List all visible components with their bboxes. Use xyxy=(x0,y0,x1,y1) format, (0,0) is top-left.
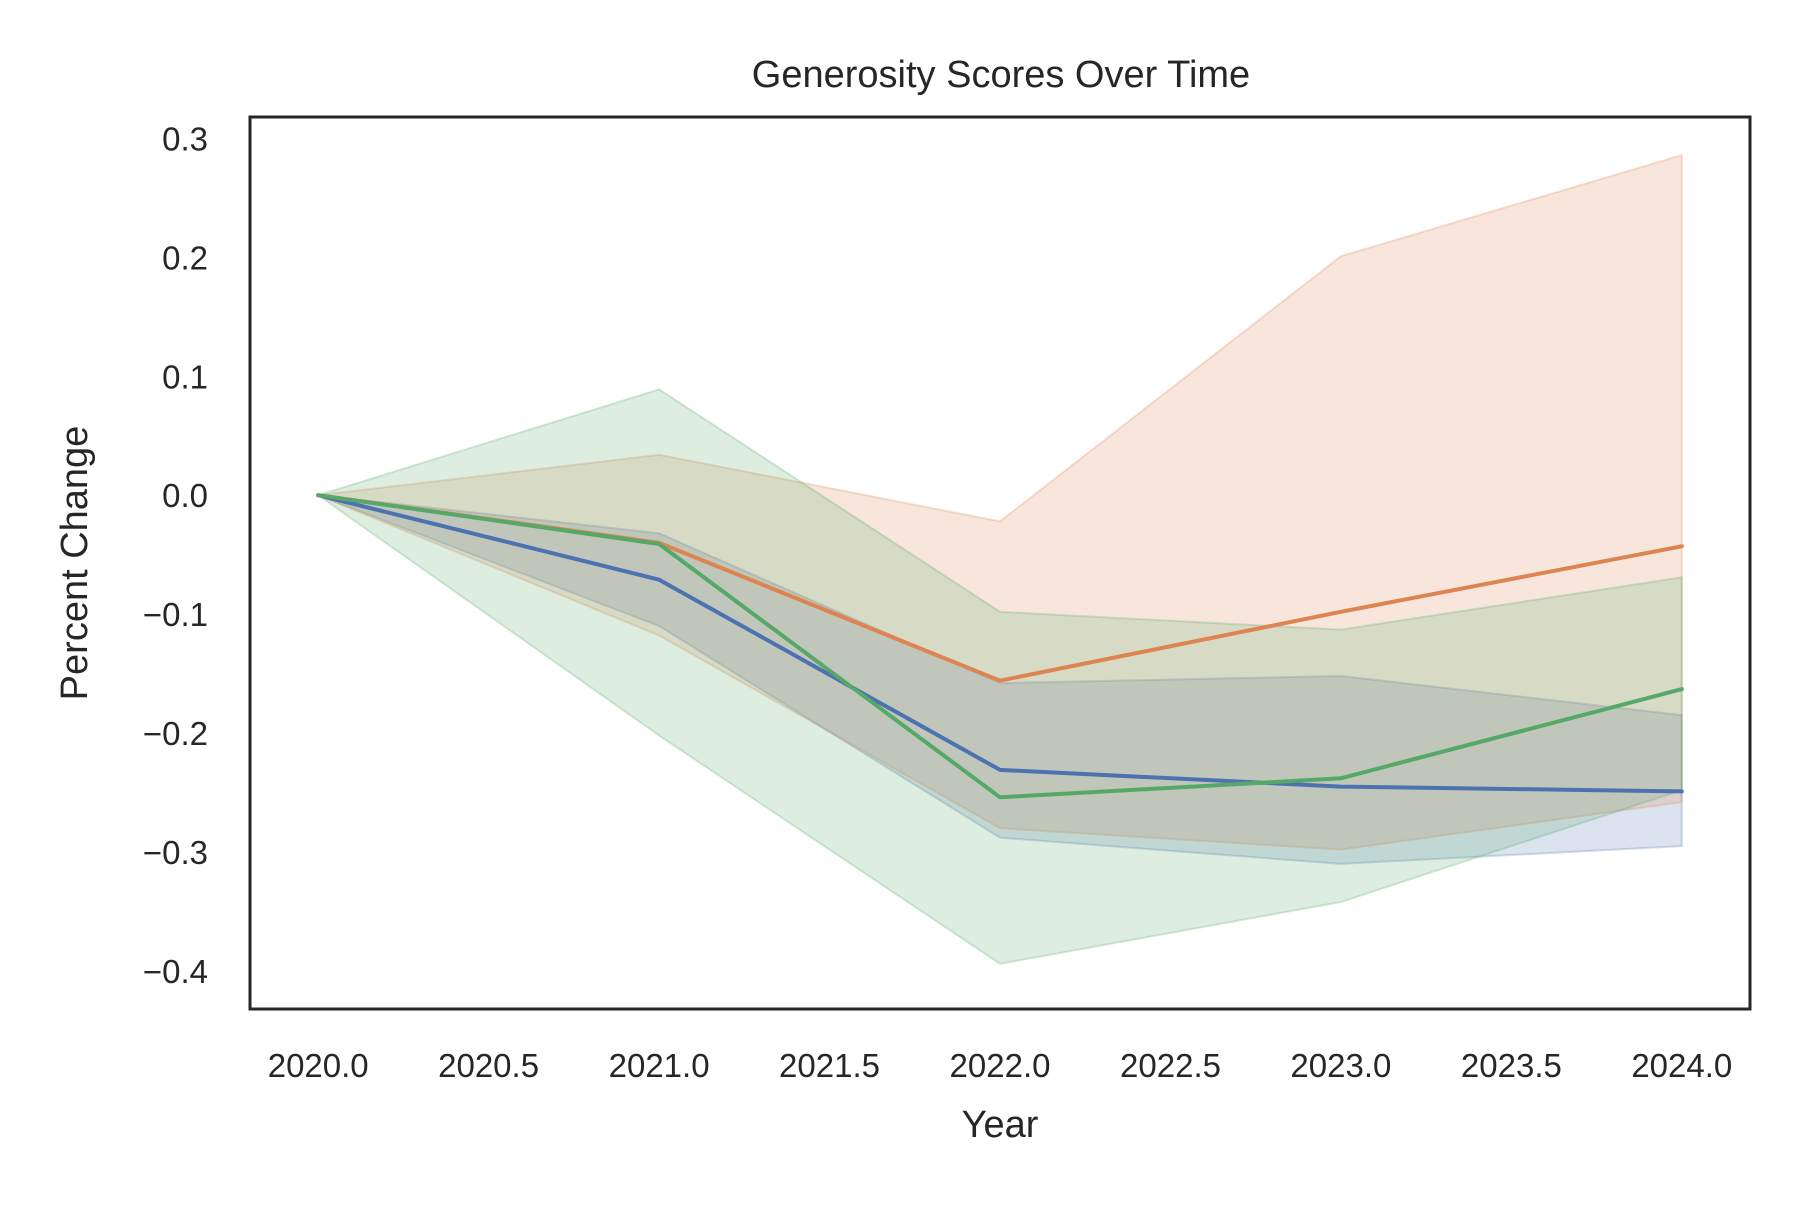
confidence-band-1 xyxy=(317,494,1683,865)
y-tick-label: −0.2 xyxy=(143,715,208,752)
series-line-1 xyxy=(316,493,1684,794)
x-tick-label: 2020.5 xyxy=(438,1047,539,1084)
y-tick-label: −0.4 xyxy=(143,953,208,990)
x-tick-label: 2023.5 xyxy=(1461,1047,1562,1084)
confidence-band-3 xyxy=(315,388,1683,965)
y-tick-label: −0.3 xyxy=(143,834,208,871)
y-tick-label: −0.1 xyxy=(143,596,208,633)
x-tick-label: 2021.0 xyxy=(609,1047,710,1084)
x-tick-label: 2021.5 xyxy=(779,1047,880,1084)
confidence-bands xyxy=(314,153,1683,965)
series-line-3 xyxy=(316,493,1684,800)
y-axis-label: Percent Change xyxy=(54,426,96,701)
y-tick-label: 0.1 xyxy=(162,358,208,395)
series-lines xyxy=(316,493,1684,800)
confidence-band-2 xyxy=(314,153,1683,851)
plot-frame xyxy=(248,115,1752,1011)
x-tick-label: 2022.5 xyxy=(1120,1047,1221,1084)
x-tick-label: 2020.0 xyxy=(268,1047,369,1084)
x-axis-ticks: 2020.0 2020.5 2021.0 2021.5 2022.0 2022.5 2023… xyxy=(268,1047,1733,1084)
x-tick-label: 2023.0 xyxy=(1290,1047,1391,1084)
y-axis-ticks: −0.4 −0.3 −0.2 −0.1 0.0 0.1 0.2 0.3 xyxy=(143,120,208,990)
y-tick-label: 0.2 xyxy=(162,239,208,276)
x-tick-label: 2022.0 xyxy=(950,1047,1051,1084)
chart-title: Generosity Scores Over Time xyxy=(752,54,1250,96)
x-tick-label: 2024.0 xyxy=(1631,1047,1732,1084)
y-tick-label: 0.0 xyxy=(162,477,208,514)
y-tick-label: 0.3 xyxy=(162,120,208,157)
x-axis-label: Year xyxy=(962,1104,1039,1146)
